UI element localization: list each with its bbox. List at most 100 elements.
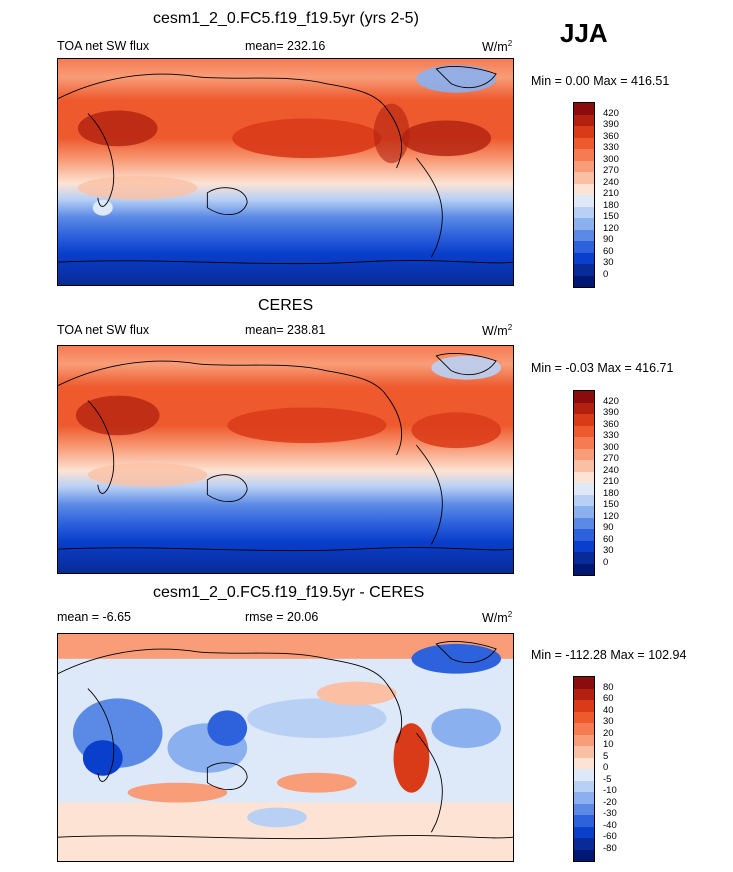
colorbar-level-label: 90 bbox=[603, 234, 614, 245]
panel-3-colorbar-cells bbox=[573, 676, 595, 862]
colorbar-cell bbox=[574, 425, 594, 437]
panel-3-units: W/m2 bbox=[482, 610, 513, 626]
panel-3-rmse-label: rmse = 20.06 bbox=[245, 610, 319, 624]
colorbar-cell bbox=[574, 815, 594, 827]
colorbar-level-label: 420 bbox=[603, 395, 619, 407]
colorbar-cell bbox=[574, 460, 594, 472]
colorbar-level-label: -30 bbox=[603, 808, 617, 819]
panel-1-units: W/m2 bbox=[482, 39, 513, 55]
colorbar-level-label: 60 bbox=[603, 533, 614, 545]
panel-1-colorbar bbox=[573, 102, 595, 288]
panel-3-map bbox=[57, 633, 514, 862]
panel-2-mean-label: mean= 238.81 bbox=[245, 323, 326, 337]
colorbar-level-label: 330 bbox=[603, 430, 619, 441]
colorbar-cell bbox=[574, 517, 594, 529]
colorbar-level-label: 240 bbox=[603, 464, 619, 476]
colorbar-cell bbox=[574, 688, 594, 700]
colorbar-level-label: 300 bbox=[603, 153, 619, 165]
colorbar-level-label: 210 bbox=[603, 188, 619, 199]
colorbar-level-label: 270 bbox=[603, 453, 619, 464]
colorbar-cell bbox=[574, 172, 594, 184]
colorbar-level-label: 0 bbox=[603, 268, 609, 280]
colorbar-level-label: -80 bbox=[603, 842, 617, 854]
colorbar-cell bbox=[574, 149, 594, 161]
colorbar-cell bbox=[574, 483, 594, 495]
colorbar-level-label: 150 bbox=[603, 499, 619, 510]
colorbar-level-label: 60 bbox=[603, 245, 614, 257]
colorbar-level-label: 120 bbox=[603, 222, 619, 234]
colorbar-cell bbox=[574, 126, 594, 138]
colorbar-cell bbox=[574, 229, 594, 241]
colorbar-level-label: 80 bbox=[603, 681, 614, 693]
colorbar-cell bbox=[574, 803, 594, 815]
colorbar-cell bbox=[574, 241, 594, 253]
colorbar-cell bbox=[574, 252, 594, 264]
colorbar-level-label: -10 bbox=[603, 785, 617, 796]
colorbar-cell bbox=[574, 838, 594, 850]
colorbar-cell bbox=[574, 757, 594, 769]
colorbar-cell bbox=[574, 780, 594, 792]
colorbar-cell bbox=[574, 494, 594, 506]
colorbar-cell bbox=[574, 275, 594, 287]
colorbar-level-label: 150 bbox=[603, 211, 619, 222]
colorbar-level-label: 270 bbox=[603, 165, 619, 176]
colorbar-cell bbox=[574, 849, 594, 861]
panel-2-minmax: Min = -0.03 Max = 416.71 bbox=[531, 361, 674, 375]
panel-2-map bbox=[57, 345, 514, 574]
colorbar-level-label: 60 bbox=[603, 693, 614, 704]
colorbar-cell bbox=[574, 734, 594, 746]
colorbar-cell bbox=[574, 677, 594, 689]
colorbar-level-label: 360 bbox=[603, 418, 619, 430]
colorbar-cell bbox=[574, 746, 594, 758]
panel-2-units: W/m2 bbox=[482, 323, 513, 339]
colorbar-cell bbox=[574, 218, 594, 230]
colorbar-cell bbox=[574, 769, 594, 781]
panel-3-minmax: Min = -112.28 Max = 102.94 bbox=[531, 648, 687, 662]
panel-1-colorbar-cells bbox=[573, 102, 595, 288]
colorbar-cell bbox=[574, 552, 594, 564]
colorbar-cell bbox=[574, 826, 594, 838]
colorbar-level-label: 180 bbox=[603, 487, 619, 499]
colorbar-level-label: 420 bbox=[603, 107, 619, 119]
colorbar-level-label: 30 bbox=[603, 257, 614, 268]
colorbar-cell bbox=[574, 414, 594, 426]
colorbar-level-label: 30 bbox=[603, 716, 614, 727]
colorbar-cell bbox=[574, 563, 594, 575]
colorbar-level-label: 10 bbox=[603, 739, 614, 750]
colorbar-level-label: 210 bbox=[603, 476, 619, 487]
colorbar-cell bbox=[574, 160, 594, 172]
colorbar-level-label: 40 bbox=[603, 704, 614, 716]
colorbar-cell bbox=[574, 723, 594, 735]
colorbar-level-label: 360 bbox=[603, 130, 619, 142]
colorbar-level-label: -60 bbox=[603, 831, 617, 842]
colorbar-level-label: 240 bbox=[603, 176, 619, 188]
colorbar-level-label: 180 bbox=[603, 199, 619, 211]
colorbar-cell bbox=[574, 103, 594, 115]
panel-2-colorbar bbox=[573, 390, 595, 576]
colorbar-cell bbox=[574, 448, 594, 460]
panel-3-colorbar bbox=[573, 676, 595, 862]
colorbar-cell bbox=[574, 540, 594, 552]
colorbar-level-label: 330 bbox=[603, 142, 619, 153]
panel-3-mean-label: mean = -6.65 bbox=[57, 610, 132, 624]
colorbar-cell bbox=[574, 711, 594, 723]
colorbar-cell bbox=[574, 529, 594, 541]
colorbar-level-label: -20 bbox=[603, 796, 617, 808]
panel-2-title: CERES bbox=[258, 297, 314, 314]
colorbar-level-label: 30 bbox=[603, 545, 614, 556]
panel-1-map bbox=[57, 58, 514, 286]
colorbar-cell bbox=[574, 402, 594, 414]
colorbar-level-label: -5 bbox=[603, 773, 612, 785]
colorbar-cell bbox=[574, 700, 594, 712]
colorbar-level-label: 390 bbox=[603, 407, 619, 418]
colorbar-level-label: -40 bbox=[603, 819, 617, 831]
colorbar-level-label: 0 bbox=[603, 762, 609, 773]
colorbar-cell bbox=[574, 137, 594, 149]
season-label: JJA bbox=[560, 18, 608, 48]
panel-1-mean-label: mean= 232.16 bbox=[245, 39, 326, 53]
colorbar-cell bbox=[574, 195, 594, 207]
panel-1-variable-label: TOA net SW flux bbox=[57, 39, 150, 53]
colorbar-cell bbox=[574, 206, 594, 218]
colorbar-cell bbox=[574, 471, 594, 483]
colorbar-level-label: 5 bbox=[603, 750, 609, 762]
